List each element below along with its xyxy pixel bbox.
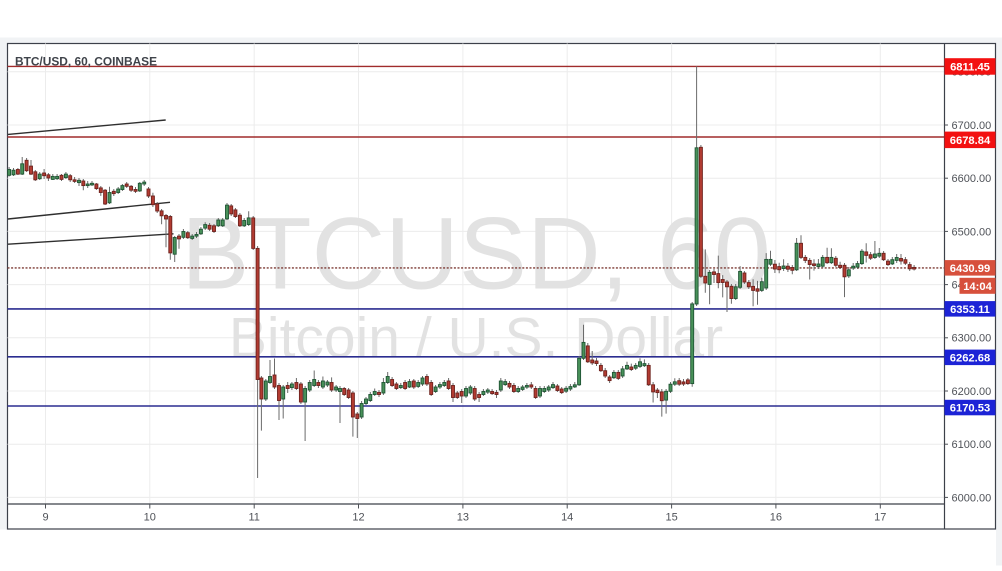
svg-text:14:04: 14:04 — [963, 281, 992, 293]
svg-text:BTCUSD, 60: BTCUSD, 60 — [181, 197, 771, 311]
svg-text:14: 14 — [561, 512, 573, 524]
svg-text:10: 10 — [144, 512, 156, 524]
svg-text:BTC/USD, 60, COINBASE: BTC/USD, 60, COINBASE — [15, 55, 157, 69]
svg-text:6700.00: 6700.00 — [952, 120, 992, 132]
svg-text:6200.00: 6200.00 — [952, 386, 992, 398]
svg-text:17: 17 — [874, 512, 886, 524]
svg-text:Bitcoin / U.S. Dollar: Bitcoin / U.S. Dollar — [229, 306, 723, 370]
svg-text:6430.99: 6430.99 — [950, 263, 990, 275]
svg-text:6100.00: 6100.00 — [952, 439, 992, 451]
svg-text:6000.00: 6000.00 — [952, 492, 992, 504]
svg-text:6678.84: 6678.84 — [950, 135, 991, 147]
svg-text:6811.45: 6811.45 — [950, 61, 990, 73]
svg-text:6262.68: 6262.68 — [950, 352, 990, 364]
svg-text:6300.00: 6300.00 — [952, 333, 992, 345]
svg-text:11: 11 — [248, 512, 259, 524]
svg-text:6353.11: 6353.11 — [950, 304, 990, 316]
svg-text:16: 16 — [770, 512, 782, 524]
svg-text:9: 9 — [42, 512, 48, 524]
svg-text:6600.00: 6600.00 — [952, 173, 992, 185]
svg-text:15: 15 — [665, 512, 677, 524]
svg-text:6170.53: 6170.53 — [950, 403, 990, 415]
svg-text:13: 13 — [457, 512, 469, 524]
svg-text:12: 12 — [352, 512, 364, 524]
svg-text:6500.00: 6500.00 — [952, 226, 992, 238]
